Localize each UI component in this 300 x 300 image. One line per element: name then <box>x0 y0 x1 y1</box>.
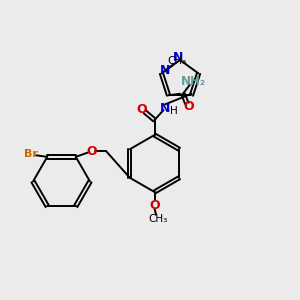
Text: O: O <box>183 100 194 113</box>
Text: NH₂: NH₂ <box>181 75 206 88</box>
Text: O: O <box>136 103 147 116</box>
Text: N: N <box>173 51 184 64</box>
Text: O: O <box>149 199 160 212</box>
Text: CH₃: CH₃ <box>148 214 168 224</box>
Text: H: H <box>169 106 177 116</box>
Text: N: N <box>160 64 170 77</box>
Text: Br: Br <box>24 149 38 159</box>
Text: O: O <box>86 145 97 158</box>
Text: CH₃: CH₃ <box>167 56 187 66</box>
Text: N: N <box>160 102 170 115</box>
